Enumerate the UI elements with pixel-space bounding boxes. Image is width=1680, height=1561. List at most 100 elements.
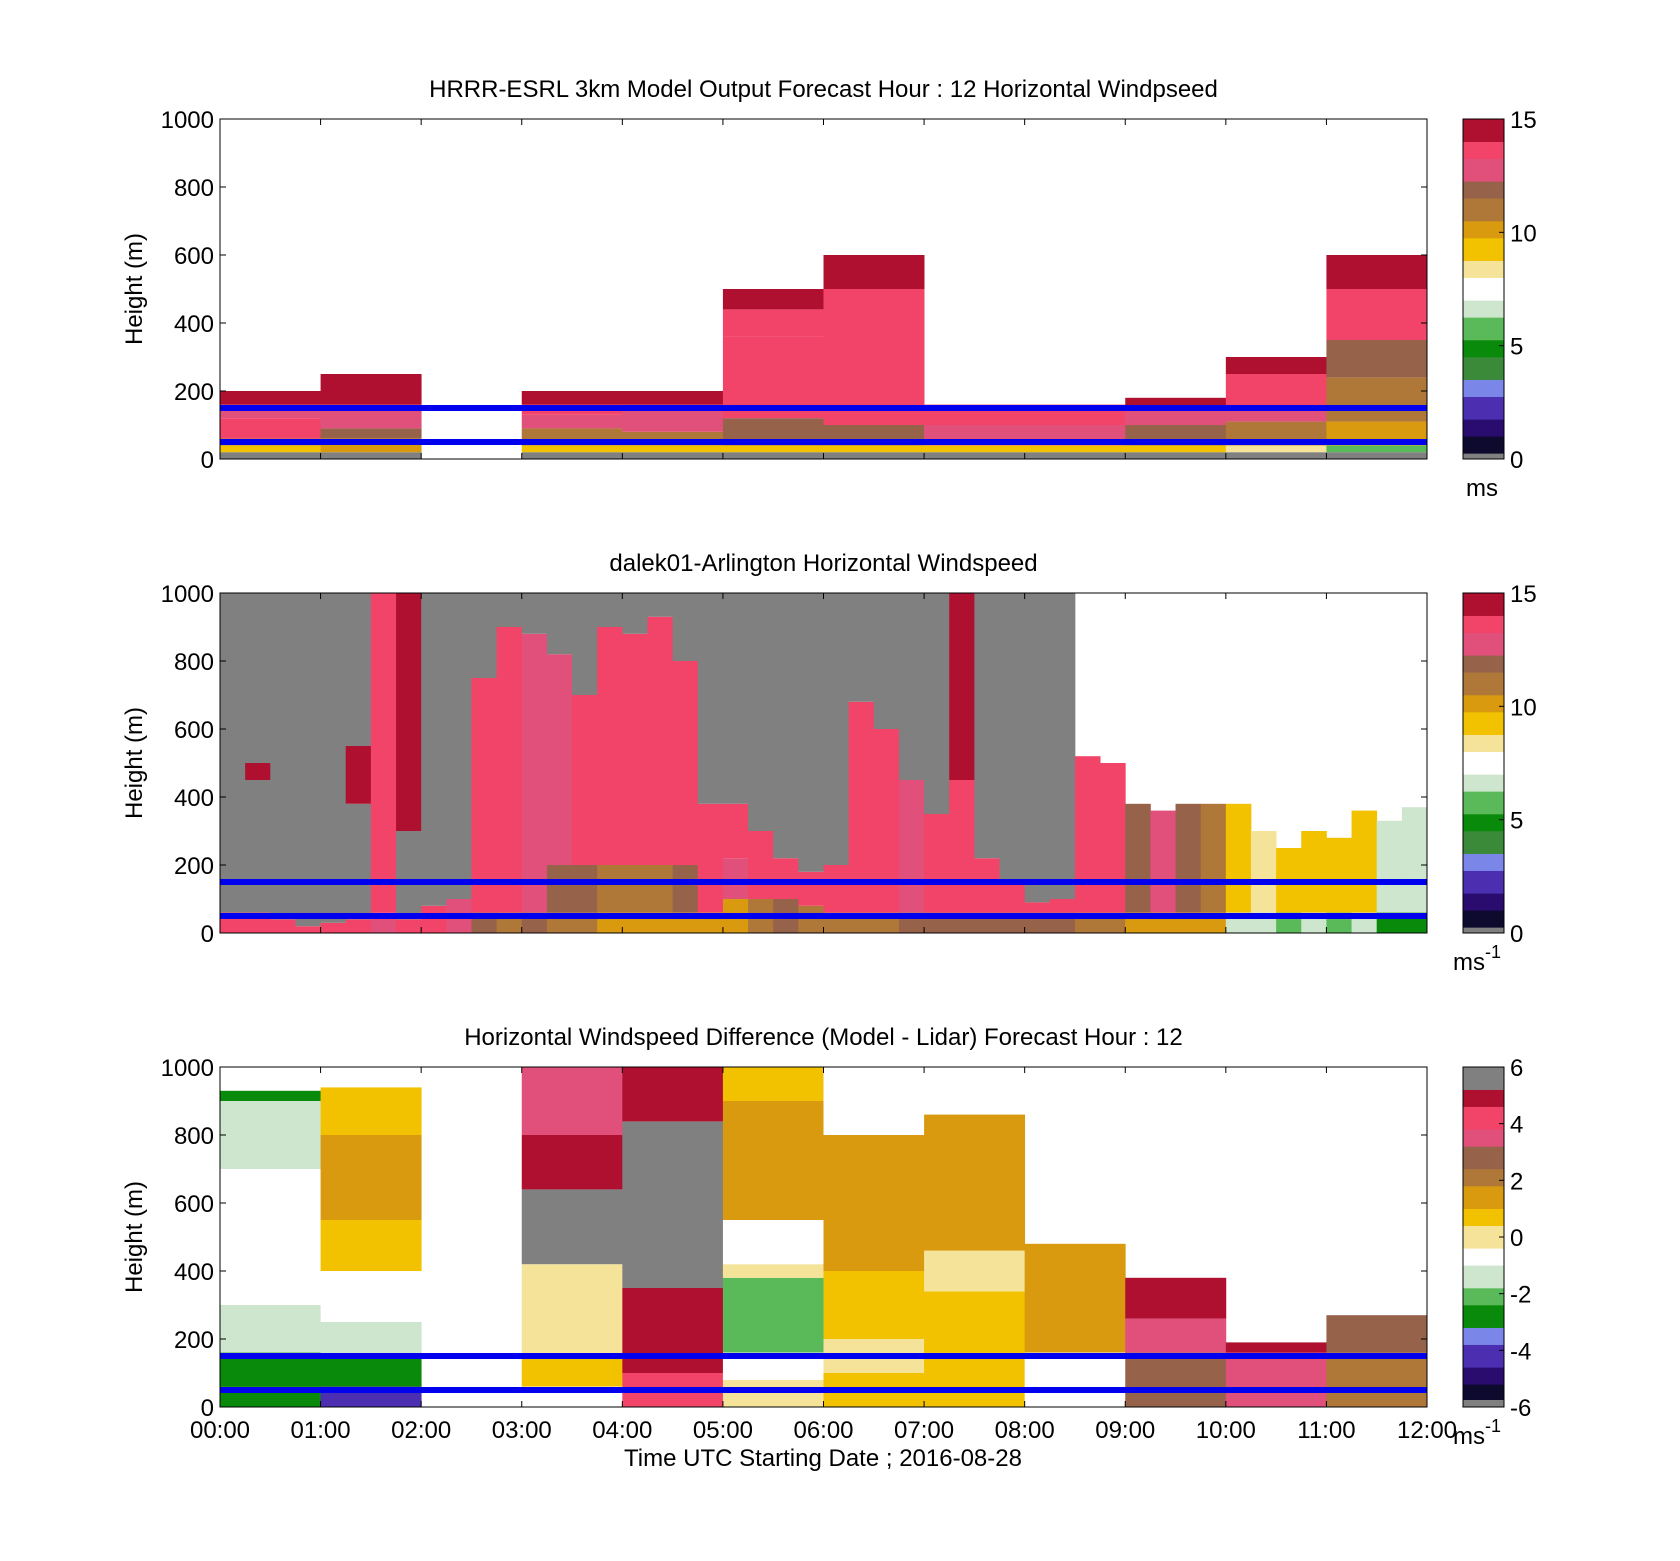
y-tick-label: 800 [174,175,214,202]
heatmap-cell [622,865,648,913]
colorbar-swatch [1463,779,1504,786]
colorbar-swatch [1463,734,1504,741]
heatmap-cell [1125,1352,1227,1407]
x-tick-label: 09:00 [1095,1417,1155,1444]
heatmap-cell [1225,803,1252,913]
colorbar-frame [1462,118,1505,460]
colorbar-swatch [1463,1083,1504,1090]
colorbar-swatch [1463,311,1504,318]
colorbar-swatch [1463,604,1504,611]
heatmap-cell [245,780,271,913]
unit-exponent: -1 [1485,942,1501,962]
colorbar-swatch [1463,1333,1504,1340]
colorbar-swatch [1463,266,1504,273]
colorbar-swatch [1463,1372,1504,1379]
colorbar-swatch [1463,317,1504,324]
colorbar-swatch [1463,1350,1504,1357]
heatmap-cell [672,865,699,913]
heatmap-cell [722,452,824,459]
colorbar-swatch [1463,915,1504,922]
colorbar-swatch [1463,632,1504,639]
colorbar-tick-label: 0 [1510,447,1523,474]
heatmap-cells [220,255,1428,459]
colorbar-swatch [1463,249,1504,256]
heatmap-cell [1401,807,1428,913]
colorbar-swatch [1463,441,1504,448]
heatmap-cell [999,882,1026,913]
y-tick-label: 200 [174,1327,214,1354]
heatmap-cell [622,1067,724,1122]
colorbar-swatch [1463,402,1504,409]
heatmap-cell [521,1067,623,1135]
colorbar-unit-label: ms-1 [1453,1416,1501,1450]
heatmap-cell [1225,445,1327,453]
heatmap-cell [672,593,699,661]
colorbar-swatch [1463,706,1504,713]
colorbar-swatch [1463,181,1504,188]
heatmap-cell [1200,803,1227,913]
y-tick-label: 1000 [161,1055,214,1082]
colorbar-swatch [1463,757,1504,764]
heatmap-cell [521,1189,623,1265]
colorbar-swatch [1463,626,1504,633]
colorbar-swatch [1463,808,1504,815]
colorbar-swatch [1463,864,1504,871]
x-tick-label: 10:00 [1196,1417,1256,1444]
heatmap-cell [697,593,724,804]
colorbar-swatch [1463,728,1504,735]
x-tick-label: 04:00 [592,1417,652,1444]
heatmap-cell [848,701,875,913]
colorbar-swatch [1463,1140,1504,1147]
colorbar-swatch [1463,740,1504,747]
heatmap-cell [722,1379,824,1407]
colorbar-swatch [1463,413,1504,420]
colorbar-swatch [1463,677,1504,684]
colorbar-swatch [1463,853,1504,860]
colorbar-swatch [1463,215,1504,222]
colorbar-tick-label: 0 [1510,1225,1523,1252]
y-tick-label: 200 [174,379,214,406]
heatmap-cell [873,729,900,913]
heatmap-cell [924,445,1026,453]
heatmap-cell [572,865,598,913]
colorbar-swatch [1463,1310,1504,1317]
heatmap-cell [572,695,598,865]
y-tick-label: 800 [174,649,214,676]
heatmap-cell [1326,340,1428,378]
heatmap-cell [345,803,372,920]
heatmap-cell [1125,408,1227,425]
colorbar-swatch [1463,1395,1504,1402]
colorbar-swatch [1463,1095,1504,1102]
heatmap-cell [521,633,548,913]
heatmap-cell [647,865,674,913]
colorbar-swatch [1463,1327,1504,1334]
heatmap-cell [345,746,372,804]
colorbar-swatch [1463,288,1504,295]
colorbar-swatch [1463,424,1504,431]
colorbar-swatch [1463,1259,1504,1266]
heatmap-cell [320,374,422,405]
heatmap-cell [1049,899,1076,913]
colorbar-swatch [1463,232,1504,239]
heatmap-cell [220,1169,321,1305]
y-tick-label: 0 [201,447,214,474]
colorbar-swatch [1463,1361,1504,1368]
colorbar-swatch [1463,598,1504,605]
heatmap-cell [622,1121,724,1288]
heatmap-cell [622,391,724,405]
y-axis-label: Height (m) [121,707,148,819]
colorbar-swatch [1463,385,1504,392]
colorbar-tick-label: -6 [1510,1395,1531,1422]
colorbar-swatch [1463,328,1504,335]
colorbar-1: 0 5 10 15 ms [1462,107,1537,502]
heatmap-cell [396,919,422,933]
colorbar-tick-label: 2 [1510,1168,1523,1195]
x-tick-label: 05:00 [693,1417,753,1444]
heatmap-cell [722,1067,824,1101]
heatmap-cell [1326,255,1428,289]
heatmap-cell [1326,445,1428,453]
heatmap-cell [320,1087,422,1135]
colorbar-swatch [1463,621,1504,628]
colorbar-swatch [1463,1231,1504,1238]
colorbar-swatch [1463,362,1504,369]
